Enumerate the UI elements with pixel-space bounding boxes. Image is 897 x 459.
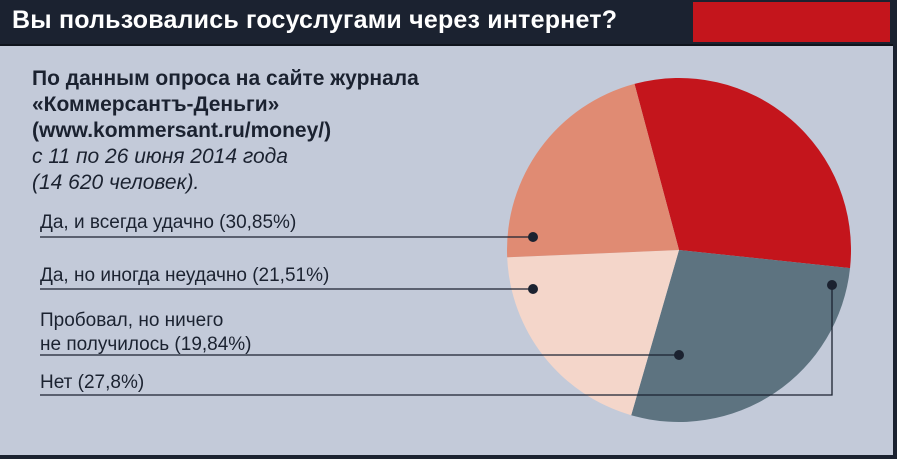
legend-label-no: Нет (27,8%) [40, 372, 145, 393]
title-bar: Вы пользовались госуслугами через интерн… [0, 0, 893, 46]
pie-slice-yes-always [634, 77, 852, 269]
source-line-1: По данным опроса на сайте журнала [32, 67, 419, 90]
leader-dot-yes-always [528, 232, 538, 242]
pie-slice-no [631, 250, 851, 422]
source-line-4: с 11 по 26 июня 2014 года [32, 145, 288, 168]
legend-label-tried-line-1: Пробовал, но ничего [40, 310, 224, 331]
leader-lines [40, 232, 837, 396]
leader-line-no [40, 285, 833, 396]
survey-source: По данным опроса на сайте журнала «Комме… [32, 66, 492, 196]
leader-dot-tried-failed [674, 350, 684, 360]
pie-slice-yes-sometimes [507, 83, 679, 258]
legend-label-yes-sometimes: Да, но иногда неудачно (21,51%) [40, 265, 330, 286]
leader-dot-no [827, 280, 837, 290]
legend-label-tried-line-2: не получилось (19,84%) [40, 334, 252, 355]
source-line-3: (www.kommersant.ru/money/) [32, 119, 332, 142]
pie-slices [507, 77, 852, 422]
pie-slice-tried-failed [507, 250, 679, 416]
source-line-2: «Коммерсантъ-Деньги» [32, 93, 280, 116]
header-accent-block [693, 2, 890, 42]
legend-label-yes-always: Да, и всегда удачно (30,85%) [40, 212, 297, 233]
leader-dot-yes-sometimes [528, 284, 538, 294]
source-line-5: (14 620 человек). [32, 171, 200, 194]
chart-title: Вы пользовались госуслугами через интерн… [12, 6, 618, 34]
